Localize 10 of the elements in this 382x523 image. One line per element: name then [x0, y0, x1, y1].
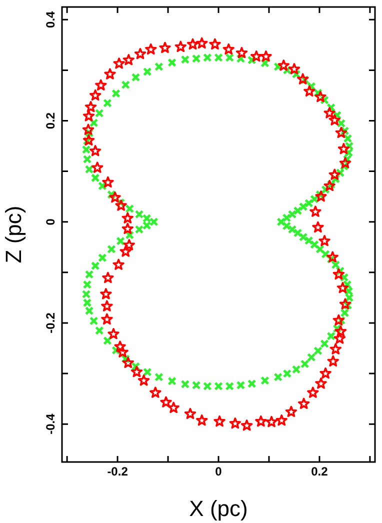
y-tick-label: 0: [43, 218, 58, 226]
x-axis-title: X (pc): [189, 496, 248, 522]
y-tick-label: -0.4: [43, 413, 58, 434]
x-tick-label: 0: [215, 464, 222, 478]
x-tick-label: -0.2: [107, 464, 128, 478]
y-axis-title: Z (pc): [1, 206, 26, 264]
y-tick-label: 0.2: [43, 112, 58, 130]
y-tick-label: 0.4: [43, 10, 58, 28]
x-tick-label: 0.2: [311, 464, 328, 478]
y-tick-label: -0.2: [43, 312, 58, 334]
